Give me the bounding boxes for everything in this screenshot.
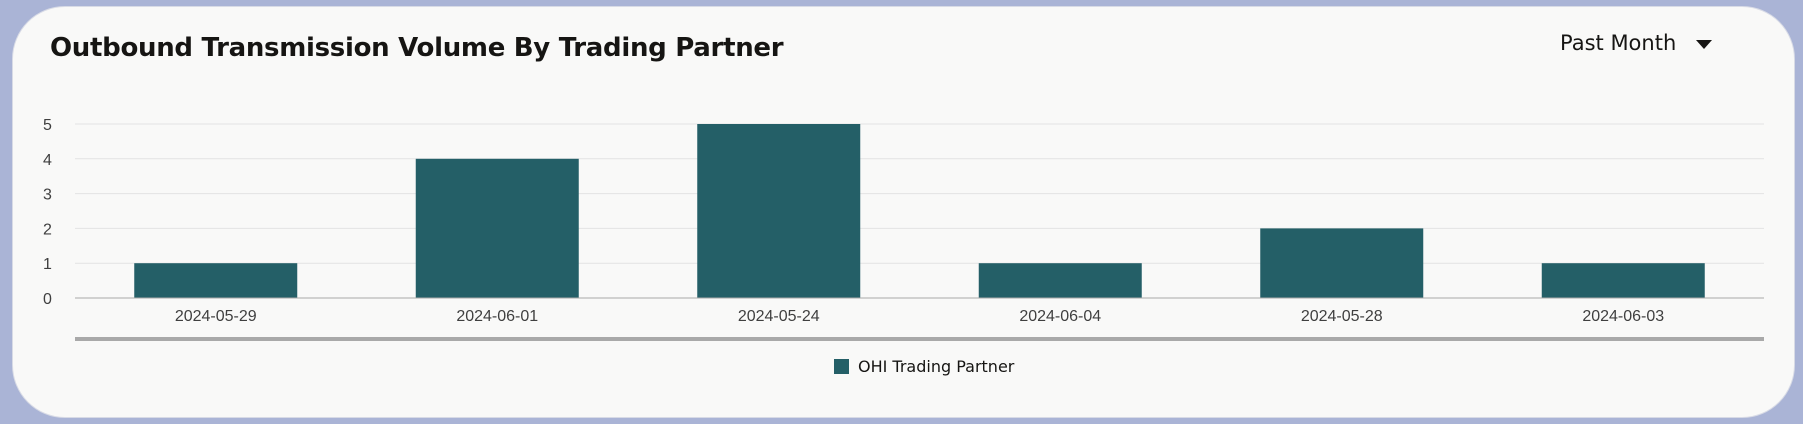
bar[interactable] [134,263,298,298]
bar[interactable] [1541,263,1705,298]
chart-title: Outbound Transmission Volume By Trading … [50,33,784,63]
x-tick-label: 2024-06-03 [1582,308,1664,325]
y-tick-label: 0 [43,291,52,308]
bar[interactable] [415,158,579,298]
x-tick-label: 2024-06-04 [1019,308,1101,325]
period-selected-label: Past Month [1560,31,1677,55]
legend-label: OHI Trading Partner [858,357,1015,376]
axes [75,297,1764,341]
chart-card: Outbound Transmission Volume By Trading … [13,7,1794,417]
grid-lines [75,123,1764,264]
bar[interactable] [978,263,1142,298]
y-tick-label: 2 [43,221,52,238]
x-tick-label: 2024-05-28 [1301,308,1383,325]
legend-swatch [834,359,849,374]
y-tick-label: 5 [43,117,52,134]
period-dropdown[interactable]: Past Month [1560,31,1713,55]
x-axis-ticks: 2024-05-29 2024-06-01 2024-05-24 2024-06-04… [175,308,1664,325]
y-axis-ticks: 0 1 2 3 4 5 [43,117,52,308]
x-tick-label: 2024-05-29 [175,308,257,325]
bars [134,124,1705,298]
y-tick-label: 1 [43,256,52,273]
x-tick-label: 2024-05-24 [738,308,820,325]
y-tick-label: 4 [43,152,52,169]
legend: OHI Trading Partner [834,357,1014,376]
bar[interactable] [1260,228,1424,298]
bar[interactable] [697,124,861,298]
y-tick-label: 3 [43,187,52,204]
x-tick-label: 2024-06-01 [456,308,538,325]
chevron-down-icon[interactable] [1696,39,1713,49]
